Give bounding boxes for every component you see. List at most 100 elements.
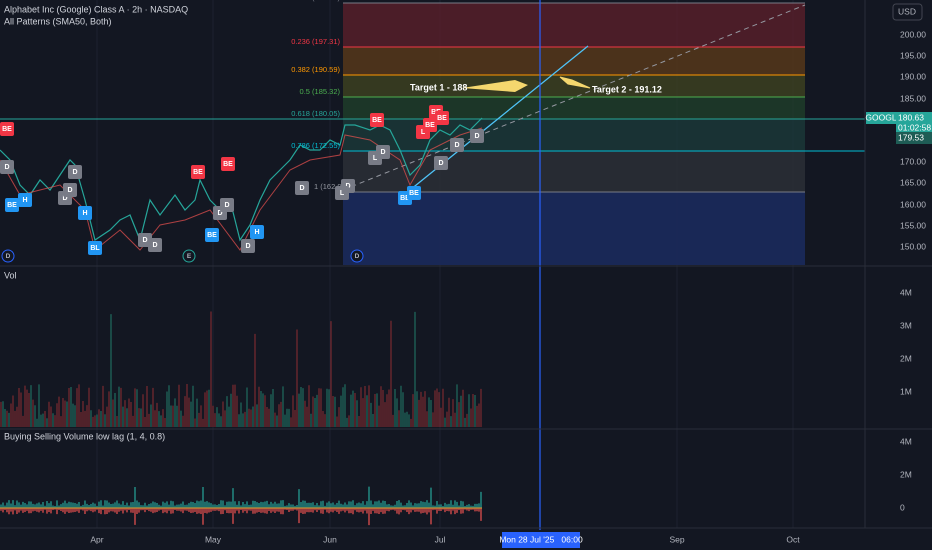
target-label: Target 1 - 188 — [410, 82, 467, 92]
pattern-label: D — [474, 133, 479, 140]
pattern-badge — [376, 145, 390, 159]
pattern-label: D — [380, 149, 385, 156]
pattern-label: BE — [2, 126, 12, 133]
event-marker-label: D — [355, 253, 360, 260]
price-axis-label: 170.00 — [900, 156, 926, 166]
crosshair-label-bg — [502, 532, 580, 548]
fib-label: 0 (207.65) — [306, 0, 341, 2]
pattern-label: BE — [7, 202, 17, 209]
price-axis-label: 160.00 — [900, 199, 926, 209]
pattern-label: D — [438, 160, 443, 167]
price-axis-label: 200.00 — [900, 29, 926, 39]
volume-bars — [0, 311, 482, 427]
time-axis-label: Jul — [435, 534, 446, 544]
pattern-label: BE — [437, 115, 447, 122]
price-line-low — [0, 127, 483, 251]
symbol-tag — [866, 112, 896, 124]
pattern-badge — [407, 186, 421, 200]
pattern-label: L — [340, 190, 345, 197]
pattern-label: D — [142, 237, 147, 244]
last-price-tag — [896, 112, 932, 134]
pattern-badge — [148, 238, 162, 252]
bsv-bars — [0, 486, 482, 526]
fib-label: 0.618 (180.05) — [291, 109, 340, 118]
time-axis-label: May — [205, 534, 222, 544]
time-axis-label: Oct — [786, 534, 800, 544]
pattern-label: D — [72, 169, 77, 176]
volume-axis-label: 3M — [900, 320, 912, 330]
pattern-label: D — [224, 202, 229, 209]
price-axis-label: 150.00 — [900, 241, 926, 251]
price-axis-label: 195.00 — [900, 50, 926, 60]
volume-axis-label: 1M — [900, 386, 912, 396]
pattern-badge — [221, 157, 235, 171]
pattern-label: BE — [207, 232, 217, 239]
pattern-badge — [205, 228, 219, 242]
volume-axis-label: 4M — [900, 287, 912, 297]
pattern-label: D — [299, 185, 304, 192]
fib-label: 0.382 (190.59) — [291, 65, 340, 74]
bsv-down — [0, 508, 482, 526]
crosshair-label: Mon 28 Jul '25 06:00 — [499, 534, 583, 544]
pattern-label: D — [62, 195, 67, 202]
pattern-badge — [63, 183, 77, 197]
bsv-axis-label: 2M — [900, 469, 912, 479]
bsv-up — [0, 486, 482, 508]
other-price-tag — [896, 132, 932, 144]
pattern-label: D — [454, 142, 459, 149]
price-axis-label: 185.00 — [900, 93, 926, 103]
last-price: 180.63 — [898, 112, 924, 122]
pane-title: Vol — [4, 270, 17, 280]
pattern-label: BE — [223, 161, 233, 168]
volume-down — [0, 311, 482, 427]
pattern-badge — [78, 206, 92, 220]
symbol-title: Alphabet Inc (Google) Class A · 2h · NAS… — [4, 4, 188, 14]
pattern-label: H — [22, 197, 27, 204]
currency[interactable]: USD — [898, 6, 916, 16]
pattern-label: D — [4, 164, 9, 171]
fib-retracement — [0, 2, 865, 265]
pattern-label: D — [245, 243, 250, 250]
pattern-badge — [423, 118, 437, 132]
pattern-label: L — [373, 155, 378, 162]
time-axis-label: Apr — [90, 534, 103, 544]
countdown: 01:02:58 — [898, 122, 931, 132]
event-marker — [182, 249, 196, 263]
time-axis-label: Sep — [669, 534, 684, 544]
pattern-badge — [18, 193, 32, 207]
pattern-badge — [295, 181, 309, 195]
pattern-badge — [250, 225, 264, 239]
fib-label: 1 (162.9 — [314, 182, 342, 191]
target-label: Target 2 - 191.12 — [592, 84, 662, 94]
fib-label: 0.5 (185.32) — [300, 87, 341, 96]
pattern-badge — [370, 113, 384, 127]
pattern-badge — [220, 198, 234, 212]
pattern-badge — [335, 186, 349, 200]
pattern-badge — [191, 165, 205, 179]
indicator-name: All Patterns (SMA50, Both) — [4, 16, 112, 26]
pattern-badge — [434, 156, 448, 170]
pattern-label: H — [254, 229, 259, 236]
fib-label: 0.786 (172.55) — [291, 141, 340, 150]
trend-dashed — [342, 4, 806, 191]
pattern-label: BE — [193, 169, 203, 176]
pattern-label: L — [421, 129, 426, 136]
event-marker-label: D — [6, 253, 11, 260]
volume-up — [2, 311, 476, 427]
bsv-axis-label: 0 — [900, 502, 905, 512]
arrow — [462, 80, 528, 92]
pattern-badge — [88, 241, 102, 255]
pattern-badge — [5, 198, 19, 212]
pattern-label: BE — [372, 117, 382, 124]
time-axis-label: Jun — [323, 534, 337, 544]
pattern-badge — [470, 129, 484, 143]
pattern-label: D — [67, 187, 72, 194]
pattern-badge — [241, 239, 255, 253]
pattern-label: D — [152, 242, 157, 249]
pattern-badge — [68, 165, 82, 179]
currency-button[interactable] — [892, 3, 923, 21]
event-marker-label: E — [187, 253, 192, 260]
pattern-label: BE — [409, 190, 419, 197]
price-axis-label: 155.00 — [900, 220, 926, 230]
